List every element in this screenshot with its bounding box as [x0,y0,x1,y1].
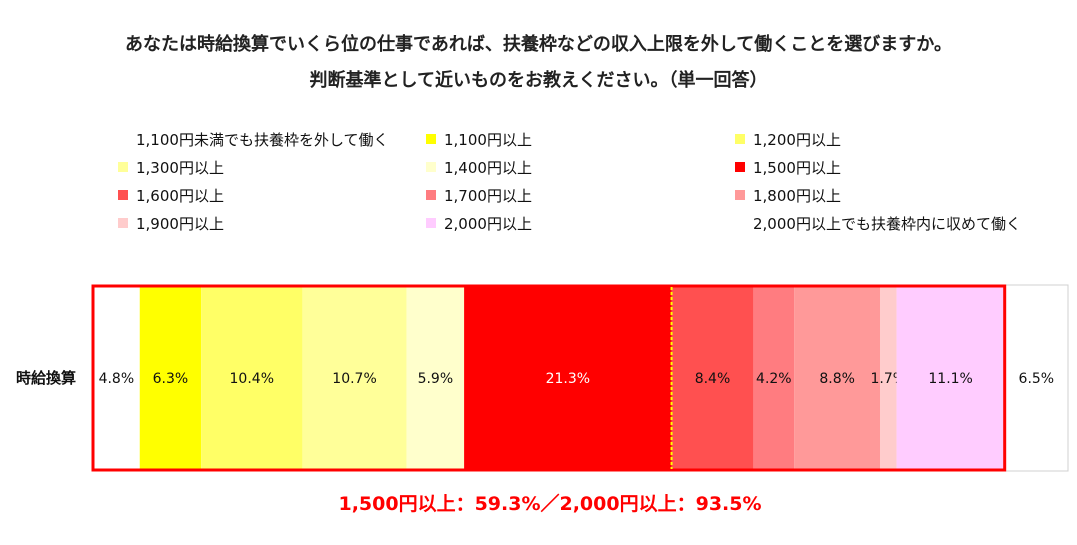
bar-segment [464,285,672,471]
legend-swatch [426,190,436,200]
bar-segment [880,285,897,471]
legend-item: 1,500円以上 [735,156,841,178]
chart-title: あなたは時給換算でいくら位の仕事であれば、扶養枠などの収入上限を外して働くことを… [125,34,952,55]
legend-item: 2,000円以上でも扶養枠内に収めて働く [735,212,1021,234]
legend-swatch [426,218,436,228]
legend-swatch [118,134,128,144]
legend-item: 1,600円以上 [118,184,224,206]
legend-item: 1,900円以上 [118,212,224,234]
legend-item: 2,000円以上 [426,212,532,234]
legend-label: 1,200円以上 [753,130,841,149]
data-label: 6.5% [1019,371,1055,387]
legend-label: 2,000円以上 [444,214,532,233]
legend-swatch [735,134,745,144]
highlight-outline [91,284,1007,472]
legend-label: 1,300円以上 [136,158,224,177]
chart-subtitle: 判断基準として近いものをお教えください。（単一回答） [309,70,768,91]
data-label: 5.9% [418,371,454,387]
legend-item: 1,100円以上 [426,128,532,150]
legend-swatch [735,162,745,172]
legend-item: 1,700円以上 [426,184,532,206]
data-label: 21.3% [546,371,590,387]
data-label: 10.4% [230,371,274,387]
row-label: 時給換算 [16,369,77,387]
legend-swatch [118,162,128,172]
legend-swatch [118,218,128,228]
bar-segment [93,285,140,471]
legend-swatch [426,162,436,172]
legend-label: 1,800円以上 [753,186,841,205]
legend-label: 1,700円以上 [444,186,532,205]
data-label: 11.1% [928,371,972,387]
legend-label: 1,900円以上 [136,214,224,233]
legend-item: 1,400円以上 [426,156,532,178]
bar-segment [671,285,754,471]
legend-label: 2,000円以上でも扶養枠内に収めて働く [753,214,1021,233]
bar-segment [753,285,795,471]
legend-label: 1,100円未満でも扶養枠を外して働く [136,130,389,149]
data-label: 8.8% [819,371,855,387]
data-label: 6.3% [153,371,189,387]
bar-segment [794,285,881,471]
bar-segment [1004,285,1068,471]
legend-swatch [735,190,745,200]
bar-segment [302,285,407,471]
legend-swatch [735,218,745,228]
summary-text: 1,500円以上：59.3%／2,000円以上：93.5% [338,493,762,515]
data-label: 10.7% [332,371,376,387]
legend-item: 1,100円未満でも扶養枠を外して働く [118,128,389,150]
legend-item: 1,800円以上 [735,184,841,206]
legend-label: 1,400円以上 [444,158,532,177]
data-label: 4.8% [99,371,135,387]
bar-segment [896,285,1005,471]
legend-swatch [118,190,128,200]
legend-label: 1,500円以上 [753,158,841,177]
legend-label: 1,100円以上 [444,130,532,149]
legend-item: 1,200円以上 [735,128,841,150]
legend-label: 1,600円以上 [136,186,224,205]
bar-segment [201,285,303,471]
data-label: 8.4% [695,371,731,387]
legend-item: 1,300円以上 [118,156,224,178]
data-label: 4.2% [756,371,792,387]
legend-swatch [426,134,436,144]
bar-segment [139,285,202,471]
bar-segment [406,285,465,471]
